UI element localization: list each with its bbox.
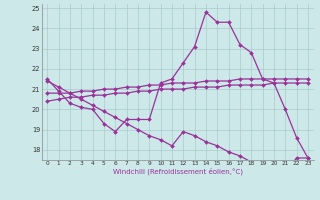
X-axis label: Windchill (Refroidissement éolien,°C): Windchill (Refroidissement éolien,°C) <box>113 168 243 175</box>
